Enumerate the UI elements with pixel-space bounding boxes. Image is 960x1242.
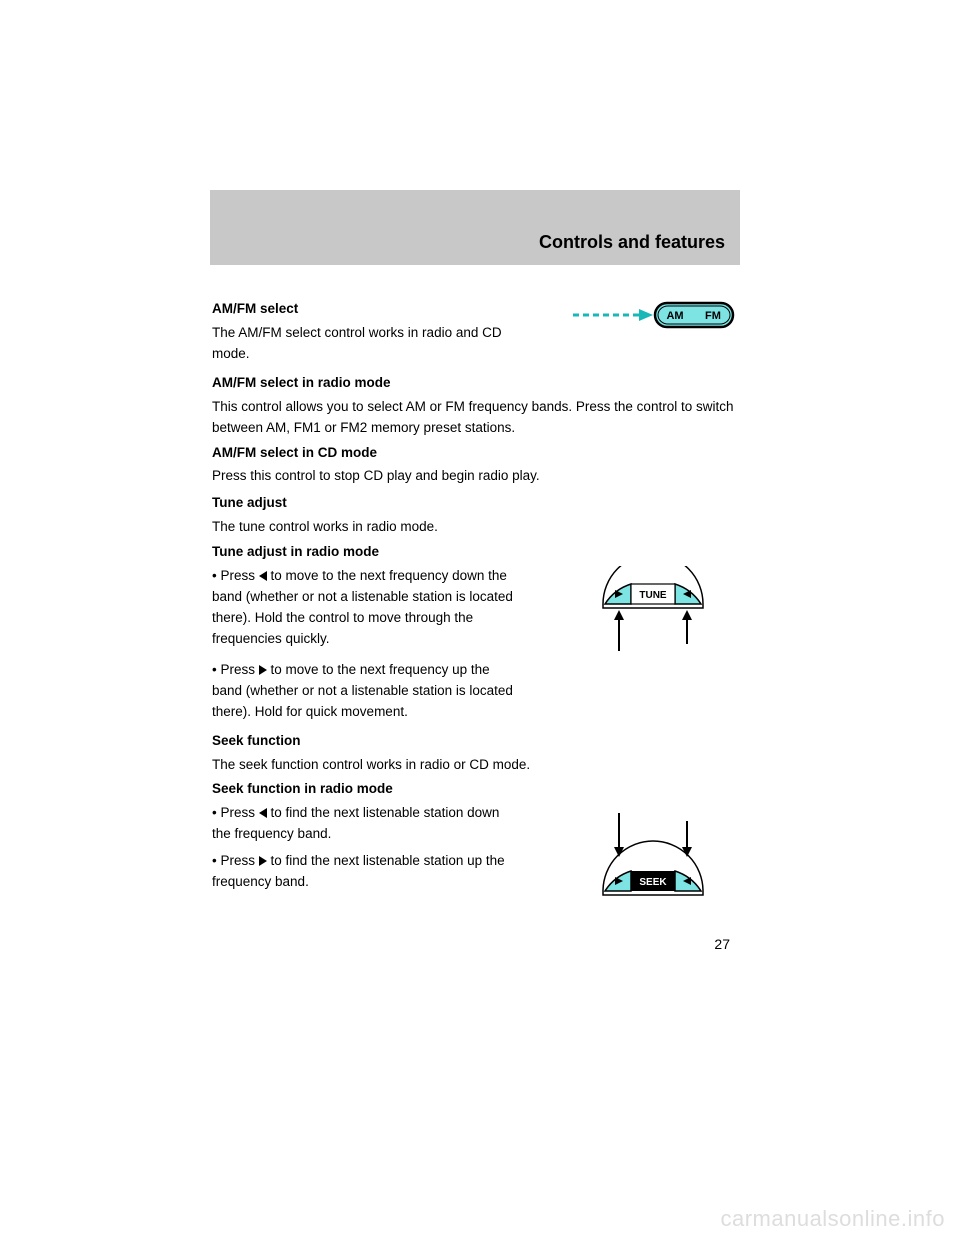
tune-sub-title: Tune adjust in radio mode bbox=[212, 542, 738, 563]
amfm-button-figure: AM FM bbox=[543, 295, 738, 345]
page-number: 27 bbox=[212, 936, 738, 952]
tune-b1-post: to move to the next frequency down the b… bbox=[212, 568, 513, 646]
seek-control-figure: SEEK bbox=[543, 803, 738, 913]
tune-b1-pre: Press bbox=[220, 568, 255, 583]
amfm-text: AM/FM select The AM/FM select control wo… bbox=[212, 295, 518, 365]
seek-b2-pre: Press bbox=[220, 853, 255, 868]
section-header-title: Controls and features bbox=[539, 232, 725, 253]
section-header-bar: Controls and features bbox=[210, 190, 740, 265]
watermark-text: carmanualsonline.info bbox=[720, 1206, 945, 1232]
amfm-sub1: AM/FM select in radio mode This control … bbox=[212, 373, 738, 439]
tune-figure-col: TUNE bbox=[543, 566, 738, 722]
tune-callout-left-head bbox=[614, 610, 624, 620]
seek-sub-title: Seek function in radio mode bbox=[212, 779, 738, 800]
seek-row: • Press to find the next listenable stat… bbox=[212, 803, 738, 918]
tune-b2-pre: Press bbox=[220, 662, 255, 677]
amfm-sub1-body: This control allows you to select AM or … bbox=[212, 397, 738, 439]
tune-bullet2: • Press to move to the next frequency up… bbox=[212, 660, 518, 723]
amfm-row: AM/FM select The AM/FM select control wo… bbox=[212, 295, 738, 365]
amfm-am-label: AM bbox=[666, 310, 683, 322]
amfm-sub2-body: Press this control to stop CD play and b… bbox=[212, 466, 738, 487]
tune-header: Tune adjust The tune control works in ra… bbox=[212, 493, 738, 563]
seek-bullets: • Press to find the next listenable stat… bbox=[212, 803, 518, 918]
page-content: Controls and features AM/FM select The A… bbox=[210, 190, 740, 952]
amfm-figure-col: AM FM bbox=[543, 295, 738, 365]
triangle-left-icon bbox=[259, 571, 267, 581]
seek-label-text: SEEK bbox=[639, 877, 667, 888]
tune-bullets: • Press to move to the next frequency do… bbox=[212, 566, 518, 722]
tune-title: Tune adjust bbox=[212, 493, 738, 514]
tune-intro: The tune control works in radio mode. bbox=[212, 517, 738, 538]
amfm-fm-label: FM bbox=[705, 310, 721, 322]
amfm-arrow-head bbox=[639, 309, 653, 321]
tune-label-text: TUNE bbox=[639, 590, 667, 601]
tune-control-figure: TUNE bbox=[543, 566, 738, 676]
amfm-sub2: AM/FM select in CD mode Press this contr… bbox=[212, 443, 738, 488]
seek-b2-post: to find the next listenable station up t… bbox=[212, 853, 505, 889]
amfm-sub2-title: AM/FM select in CD mode bbox=[212, 443, 738, 464]
tune-callout-right-head bbox=[682, 610, 692, 620]
seek-bullet1: • Press to find the next listenable stat… bbox=[212, 803, 518, 845]
body-content: AM/FM select The AM/FM select control wo… bbox=[210, 295, 740, 952]
tune-bullet1: • Press to move to the next frequency do… bbox=[212, 566, 518, 650]
triangle-right-icon bbox=[259, 665, 267, 675]
tune-row: • Press to move to the next frequency do… bbox=[212, 566, 738, 722]
seek-header: Seek function The seek function control … bbox=[212, 731, 738, 801]
triangle-right-icon bbox=[259, 856, 267, 866]
triangle-left-icon bbox=[259, 808, 267, 818]
amfm-sub1-title: AM/FM select in radio mode bbox=[212, 373, 738, 394]
seek-intro: The seek function control works in radio… bbox=[212, 755, 738, 776]
seek-b1-pre: Press bbox=[220, 805, 255, 820]
seek-b1-post: to find the next listenable station down… bbox=[212, 805, 499, 841]
seek-figure-col: SEEK bbox=[543, 803, 738, 918]
amfm-p1: The AM/FM select control works in radio … bbox=[212, 323, 518, 365]
seek-title: Seek function bbox=[212, 731, 738, 752]
amfm-title: AM/FM select bbox=[212, 299, 518, 320]
seek-bullet2: • Press to find the next listenable stat… bbox=[212, 851, 518, 893]
tune-b2-post: to move to the next frequency up the ban… bbox=[212, 662, 513, 719]
